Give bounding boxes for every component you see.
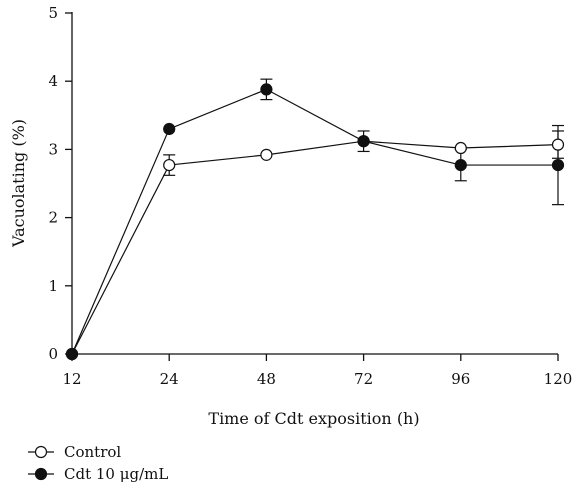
legend-marker-cdt	[34, 467, 48, 481]
y-tick-label: 5	[48, 4, 58, 22]
y-tick-label: 2	[48, 209, 58, 227]
legend: Control Cdt 10 μg/mL	[28, 443, 168, 483]
data-point-cdt	[551, 158, 565, 172]
series-points	[65, 83, 565, 361]
data-point-cdt	[260, 83, 273, 96]
data-point-control	[163, 158, 176, 172]
data-point-control	[260, 148, 273, 161]
data-point-cdt	[454, 158, 467, 172]
series-line-1	[71, 88, 558, 355]
legend-marker-control	[34, 445, 48, 459]
legend-item-cdt: Cdt 10 μg/mL	[28, 465, 168, 483]
x-tick-label: 48	[257, 370, 276, 388]
y-tick-label: 0	[48, 345, 58, 363]
y-tick-label: 4	[48, 72, 58, 90]
x-tick-label: 12	[62, 370, 81, 388]
x-tick-label: 24	[160, 370, 179, 388]
x-axis-ticks: 12 24 48 72 96 120	[62, 354, 572, 388]
y-axis-ticks: 0 1 2 3 4 5	[48, 4, 72, 363]
series-lines	[71, 88, 559, 355]
y-axis-title: Vacuolating (%)	[9, 119, 28, 248]
data-point-cdt	[357, 135, 370, 148]
y-tick-label: 3	[48, 140, 58, 158]
data-point-control	[551, 138, 565, 151]
legend-label-cdt: Cdt 10 μg/mL	[64, 465, 168, 483]
legend-label-control: Control	[64, 443, 121, 461]
data-point-cdt	[65, 347, 79, 361]
x-axis-title: Time of Cdt exposition (h)	[208, 409, 419, 428]
legend-item-control: Control	[28, 443, 121, 461]
x-tick-label: 72	[354, 370, 373, 388]
y-tick-label: 1	[48, 277, 58, 295]
data-point-control	[454, 141, 467, 155]
x-tick-label: 96	[451, 370, 470, 388]
series-line-0	[71, 140, 559, 355]
data-point-cdt	[163, 122, 176, 136]
x-tick-label: 120	[544, 370, 573, 388]
